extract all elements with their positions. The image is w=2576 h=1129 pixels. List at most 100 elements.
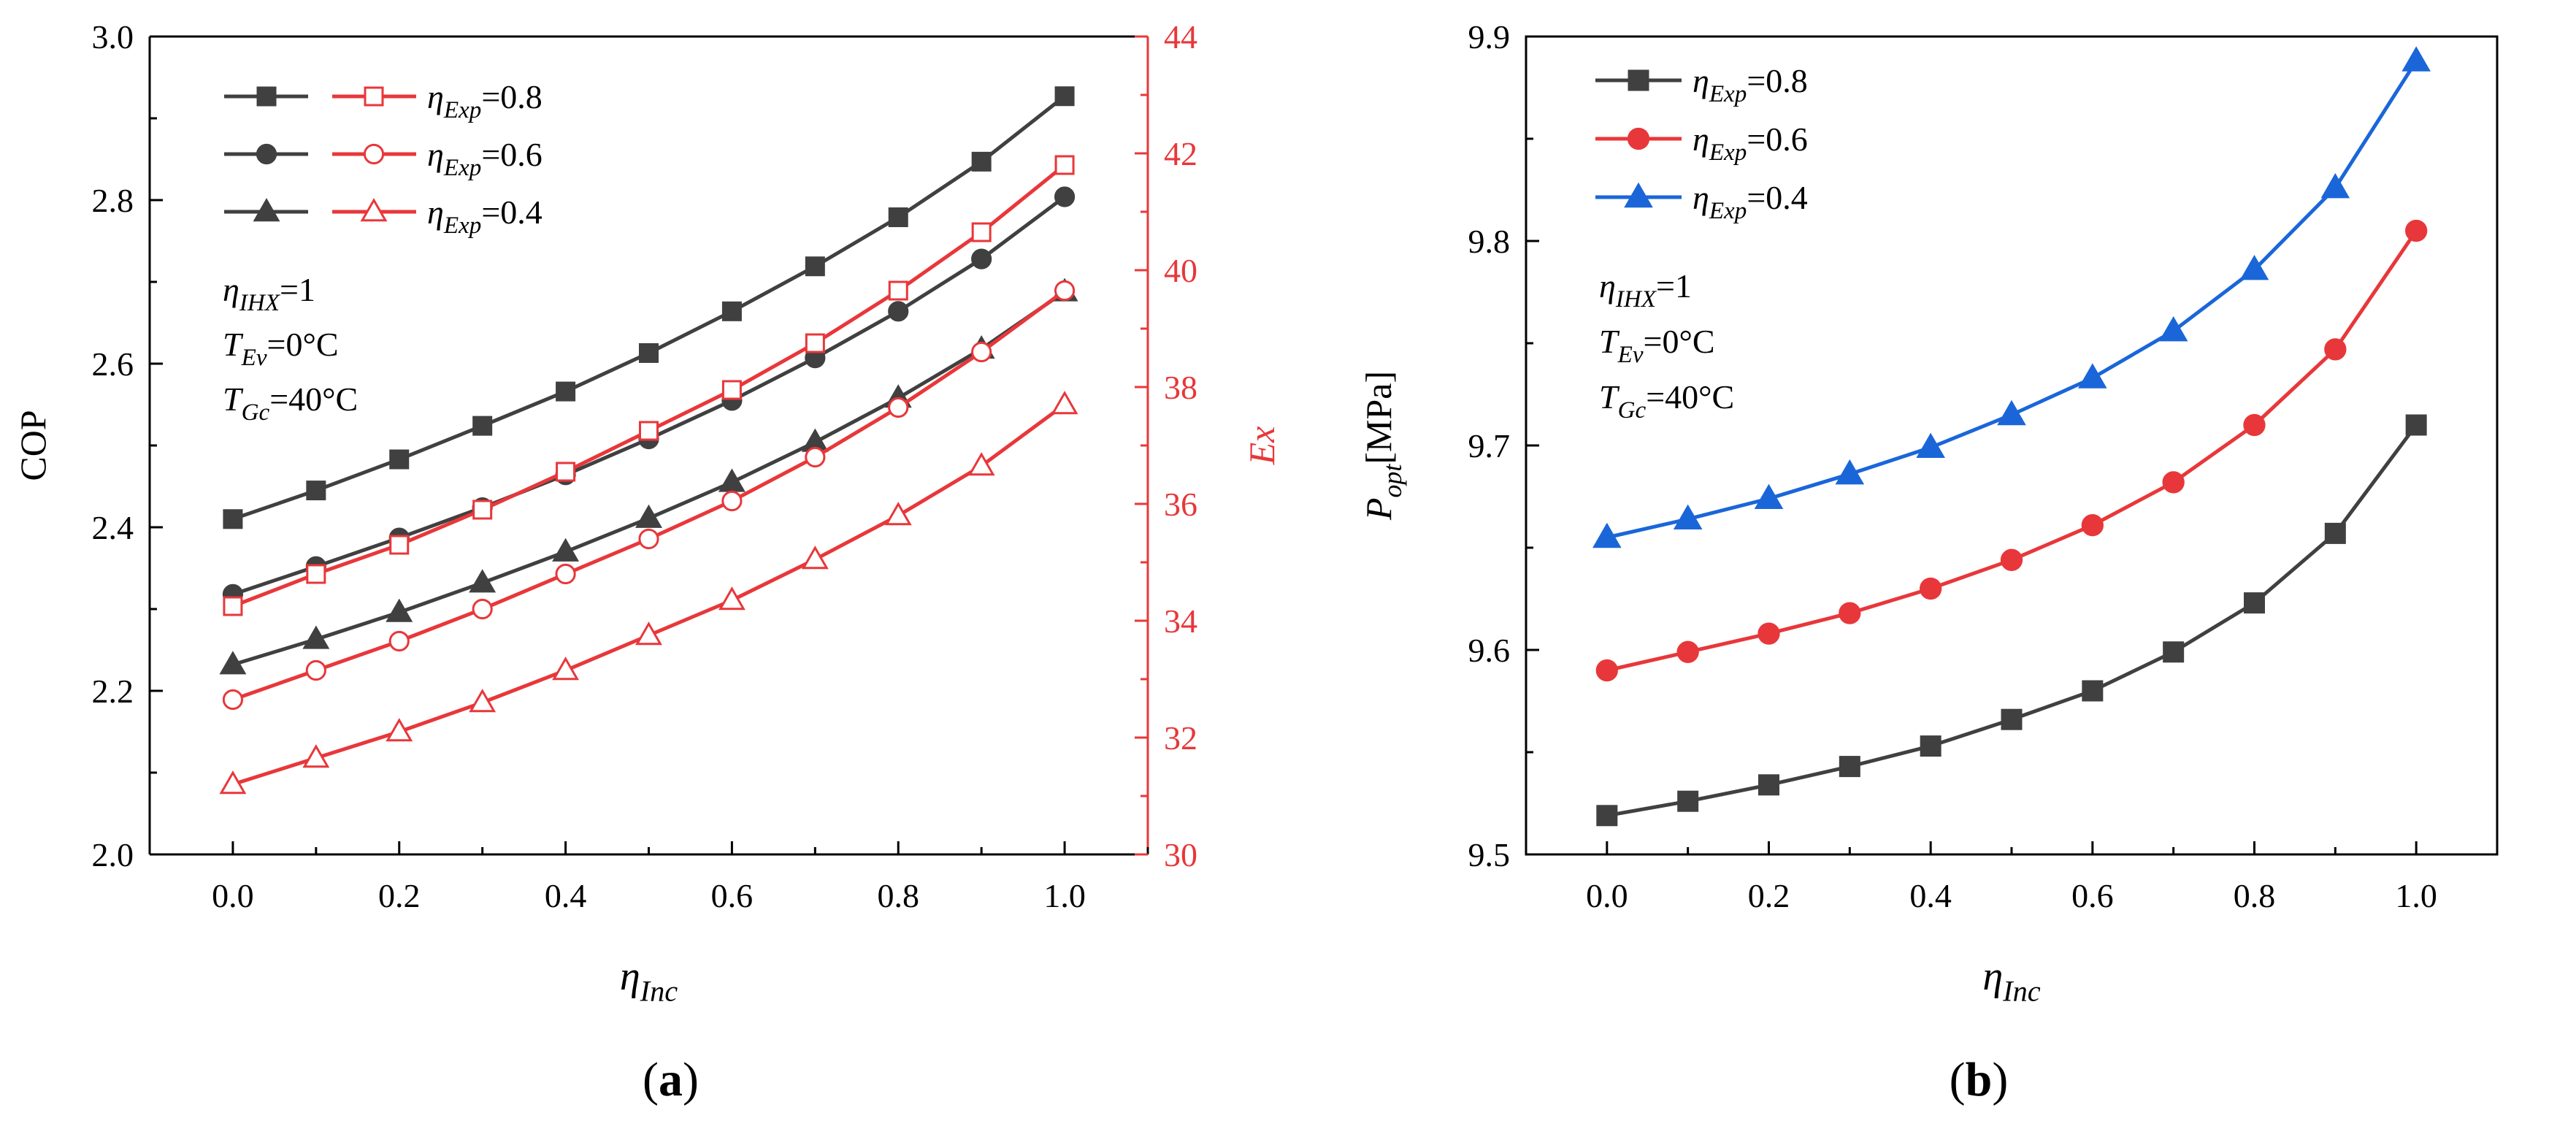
y-axis-title: COP [12,410,53,481]
series-a-4 [222,280,1076,711]
data-point [2324,338,2347,361]
data-point [2243,413,2266,437]
annotation-b: ηIHX=1 TEv=0°C TGc=40°C [1599,267,1734,424]
series-line [1606,229,2418,673]
data-point [1677,790,1699,812]
data-point [555,563,576,585]
data-point [884,502,912,526]
legend-label: ηExp=0.8 [1693,62,1808,107]
data-point [302,744,330,768]
data-point [805,333,825,353]
y-tick-label: 9.9 [1468,18,1511,56]
data-point [1916,432,1945,459]
annotation-line: TEv=0°C [1599,323,1715,368]
y2-tick-label: 34 [1164,602,1197,640]
data-point [2162,471,2185,494]
data-point [1839,602,1861,624]
data-point [2239,254,2269,280]
data-point [472,416,493,436]
y2-tick-label: 32 [1164,719,1197,757]
data-point [635,504,662,528]
data-point [1054,186,1076,207]
y2-tick-label: 40 [1164,252,1197,289]
y-tick-label: 3.0 [92,18,134,56]
data-point [971,222,992,242]
data-point [219,651,247,675]
chart-b: 0.0 0.2 0.4 0.6 0.8 1.0 9.5 9.6 9.7 9.8 9.9 Popt[MP… [1358,18,2499,1106]
data-point [1920,735,1941,757]
legend-b: ηExp=0.8 ηExp=0.6 ηExp=0.4 [1595,62,1808,224]
data-point [1839,756,1860,778]
x-tick-label: 0.8 [2234,877,2276,914]
data-point [888,301,909,322]
data-point [222,689,244,711]
y-tick-label: 2.6 [92,345,134,383]
data-point [805,256,825,277]
data-point [2078,363,2107,389]
y2-tick-label: 42 [1164,135,1197,172]
data-point [469,689,497,713]
annotation-line: ηIHX=1 [1599,267,1692,313]
data-point [2081,514,2104,537]
y2-axis-title: Ex [1241,426,1282,466]
legend-marker-dark [256,143,277,165]
data-point [2158,315,2188,342]
legend-label: ηExp=0.4 [427,194,543,239]
data-point [721,301,742,321]
data-point [1758,774,1779,796]
data-point [638,528,659,550]
data-point [718,586,745,611]
series-a-5 [219,391,1078,795]
x-axis-title: ηInc [620,954,678,1008]
legend-marker-red [363,143,385,165]
y2-tick-label: 30 [1164,836,1197,873]
y-tick-label: 2.0 [92,836,134,873]
data-point [305,659,326,681]
legend-marker-dark [253,198,280,222]
data-point [1051,391,1078,415]
data-point [967,452,995,476]
x-tick-label: 0.0 [1586,877,1628,914]
data-point [639,421,659,441]
legend-marker-red [360,198,388,222]
data-point [556,381,576,402]
annotation-line: TGc=40°C [223,380,358,426]
y2-tick-label: 38 [1164,369,1197,406]
legend-label: ηExp=0.6 [427,136,543,181]
series-line [232,402,1066,787]
data-point [1595,659,1618,682]
annotation-line: ηIHX=1 [223,271,315,316]
series-b-0 [1596,414,2427,827]
y2-tick-label: 44 [1164,18,1197,56]
data-point [888,280,908,301]
data-point [2320,172,2350,199]
data-point [1835,459,1865,485]
x-tick-label: 0.4 [545,877,587,914]
series-b-1 [1595,219,2428,682]
x-tick-label: 0.8 [878,877,920,914]
data-point [386,598,413,622]
series-b-2 [1592,46,2431,548]
x-tick-label: 1.0 [2395,877,2437,914]
data-point [472,598,493,620]
data-point [223,509,243,529]
data-point [472,500,493,520]
data-point [801,546,829,570]
data-point [1596,805,1618,827]
data-point [556,462,576,482]
data-point [971,151,992,172]
series-a-0 [223,86,1075,529]
data-point [718,468,745,492]
data-point [2244,592,2265,614]
legend-marker-dark [256,86,277,107]
annotation-line: TGc=40°C [1599,378,1734,424]
y2-tick-label: 36 [1164,486,1197,523]
legend-marker [1627,127,1650,150]
data-point [552,657,580,681]
y-tick-label: 2.8 [92,182,134,219]
data-point [552,537,580,562]
y-tick-label: 9.5 [1468,836,1511,873]
legend-label: ηExp=0.4 [1693,179,1808,224]
chart-a: 0.0 0.2 0.4 0.6 0.8 1.0 2.0 2.2 2.4 2.6 2.8 3.0 30 32… [12,18,1282,1106]
